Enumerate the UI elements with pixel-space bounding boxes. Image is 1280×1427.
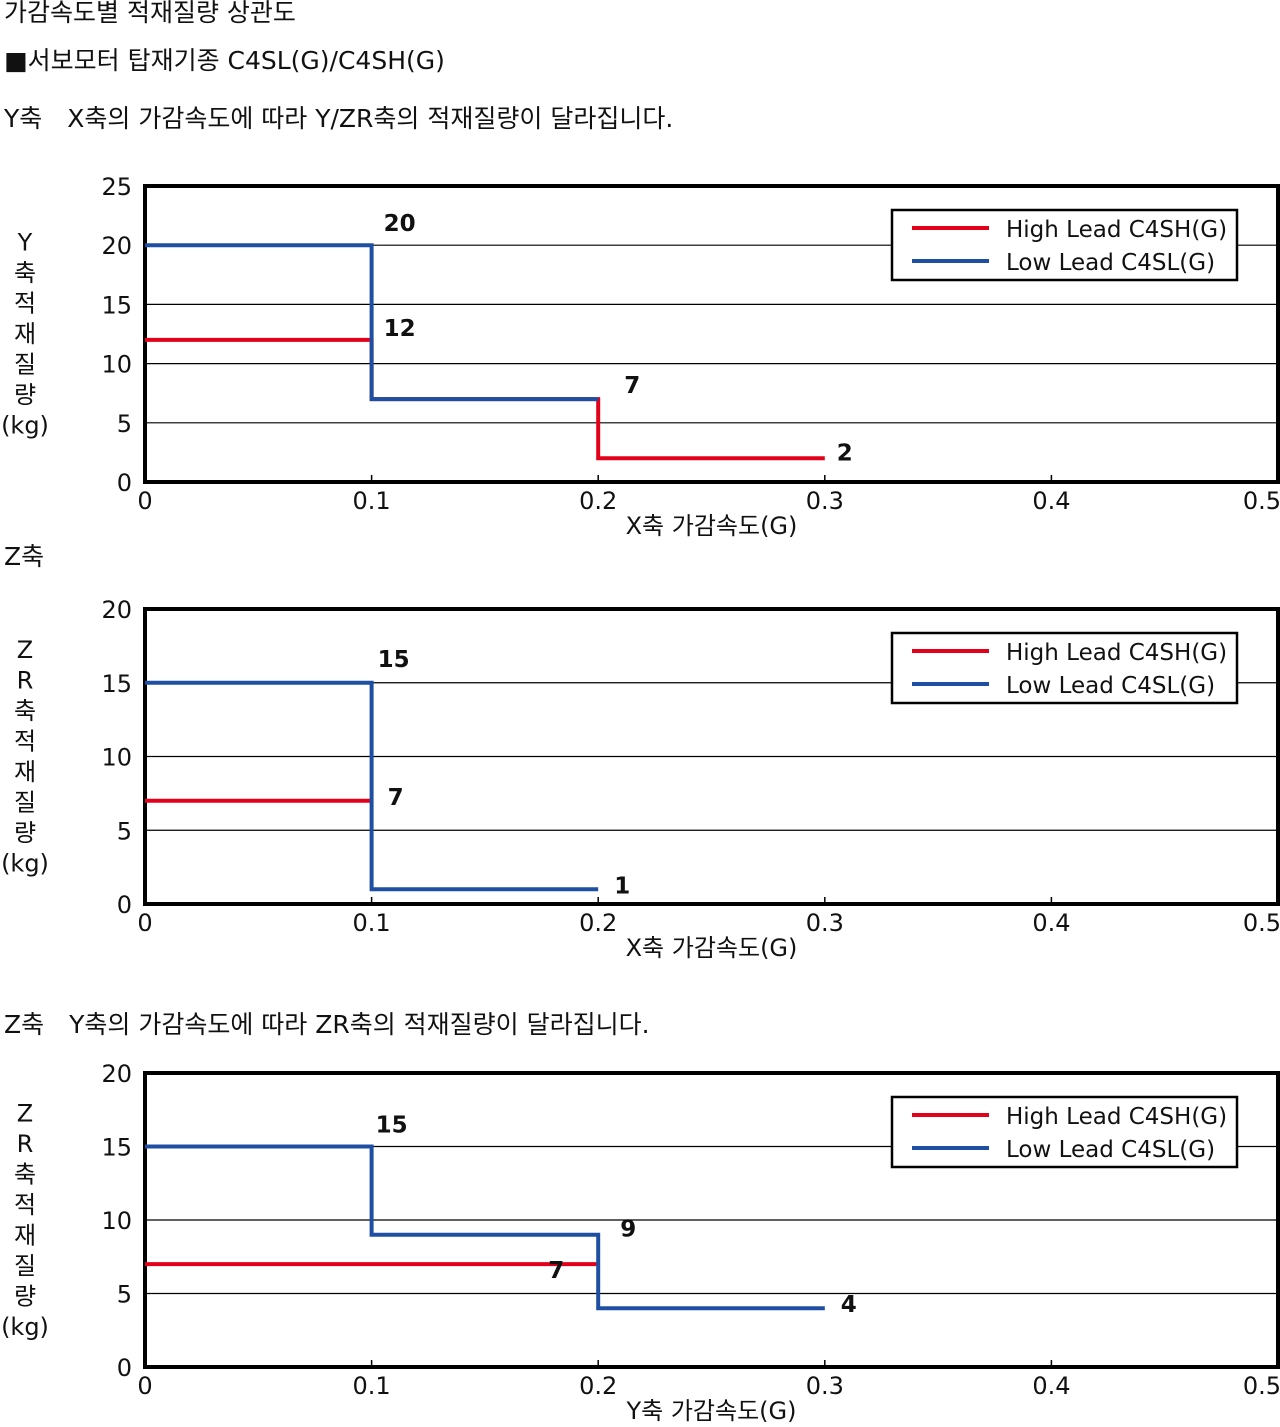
y-tick-label: 20	[101, 232, 132, 260]
y-tick-label: 5	[117, 817, 132, 845]
page-subtitle: ■서보모터 탑재기종 C4SL(G)/C4SH(G)	[4, 46, 445, 75]
x-tick-label: 0.1	[353, 487, 391, 515]
data-label: 4	[841, 1292, 857, 1318]
x-axis-title: X축 가감속도(G)	[626, 934, 798, 962]
y-tick-label: 5	[117, 410, 132, 438]
x-tick-label: 0.1	[353, 1372, 391, 1400]
y-axis-title: Y 축 적 재 질 량 (kg)	[1, 229, 49, 440]
x-axis-title: Y축 가감속도(G)	[625, 1397, 796, 1425]
data-label: 15	[378, 647, 410, 673]
x-tick-label: 0.5	[1243, 487, 1280, 515]
x-tick-label: 0.4	[1032, 487, 1070, 515]
y-axis-title: Z R 축 적 재 질 량 (kg)	[1, 1099, 49, 1341]
chart-3-note: Z축 Y축의 가감속도에 따라 ZR축의 적재질량이 달라집니다.	[4, 1010, 650, 1039]
chart-1-note: Y축 X축의 가감속도에 따라 Y/ZR축의 적재질량이 달라집니다.	[4, 104, 674, 133]
chart-1: 0 5 10 15 20 25 0 0.1 0.2 0.3 0.4 0.5 X축 가감속도(G) Y 축 적 재…	[1, 173, 1280, 540]
y-tick-label: 15	[101, 291, 132, 319]
x-tick-label: 0	[137, 487, 152, 515]
x-tick-label: 0.3	[806, 909, 844, 937]
x-tick-label: 0.3	[806, 487, 844, 515]
data-label: 2	[837, 440, 853, 466]
y-tick-label: 15	[101, 1134, 132, 1162]
legend-box	[890, 1095, 1239, 1169]
y-tick-label: 5	[117, 1281, 132, 1309]
legend-label: Low Lead C4SL(G)	[1006, 1137, 1215, 1163]
page-title: 가감속도별 적재질량 상관도	[4, 0, 296, 27]
y-tick-label: 10	[101, 744, 132, 772]
x-tick-label: 0	[137, 1372, 152, 1400]
y-tick-label: 25	[101, 173, 132, 201]
chart-2-note: Z축	[4, 542, 45, 571]
low-lead-series-line	[145, 680, 599, 892]
chart-3: 0 5 10 15 20 0 0.1 0.2 0.3 0.4 0.5 Y축 가감속도(G) Z R 축 적 재 질…	[1, 1060, 1280, 1425]
legend-label: High Lead C4SH(G)	[1006, 640, 1227, 666]
y-tick-label: 10	[101, 1207, 132, 1235]
data-label: 20	[384, 211, 416, 237]
x-tick-label: 0.5	[1243, 1372, 1280, 1400]
legend: High Lead C4SH(G) Low Lead C4SL(G)	[890, 1095, 1239, 1169]
legend: High Lead C4SH(G) Low Lead C4SL(G)	[890, 208, 1239, 282]
legend-box	[890, 631, 1239, 705]
x-tick-label: 0	[137, 909, 152, 937]
y-tick-label: 20	[101, 1060, 132, 1088]
x-tick-label: 0.4	[1032, 909, 1070, 937]
plot-frame	[143, 607, 1280, 906]
data-label: 9	[620, 1217, 636, 1243]
y-axis-title: Z R 축 적 재 질 량 (kg)	[1, 636, 49, 878]
y-tick-label: 20	[101, 596, 132, 624]
y-tick-label: 0	[117, 1354, 132, 1382]
x-tick-label: 0.4	[1032, 1372, 1070, 1400]
legend-label: High Lead C4SH(G)	[1006, 1104, 1227, 1130]
x-tick-label: 0.1	[353, 909, 391, 937]
legend-box	[890, 208, 1239, 282]
plot-frame	[143, 184, 1280, 484]
low-lead-series-line	[145, 1144, 825, 1311]
legend-label: Low Lead C4SL(G)	[1006, 250, 1215, 276]
x-tick-label: 0.5	[1243, 909, 1280, 937]
data-label: 7	[624, 373, 640, 399]
data-label: 15	[376, 1113, 408, 1139]
x-axis-title: X축 가감속도(G)	[626, 512, 798, 540]
legend-label: High Lead C4SH(G)	[1006, 217, 1227, 243]
x-tick-label: 0.2	[579, 1372, 617, 1400]
data-label: 7	[388, 785, 404, 811]
plot-frame	[143, 1071, 1280, 1369]
x-tick-label: 0.2	[579, 487, 617, 515]
x-tick-label: 0.2	[579, 909, 617, 937]
data-label: 7	[548, 1258, 564, 1284]
y-tick-label: 0	[117, 469, 132, 497]
data-label: 12	[384, 316, 416, 342]
low-lead-series-line	[145, 243, 599, 402]
legend: High Lead C4SH(G) Low Lead C4SL(G)	[890, 631, 1239, 705]
y-tick-label: 10	[101, 351, 132, 379]
legend-label: Low Lead C4SL(G)	[1006, 673, 1215, 699]
data-label: 1	[614, 873, 630, 899]
x-tick-label: 0.3	[806, 1372, 844, 1400]
y-tick-label: 15	[101, 670, 132, 698]
y-tick-label: 0	[117, 891, 132, 919]
chart-2: 0 5 10 15 20 0 0.1 0.2 0.3 0.4 0.5 X축 가감속도(G) Z R 축 적 재 질…	[1, 596, 1280, 962]
